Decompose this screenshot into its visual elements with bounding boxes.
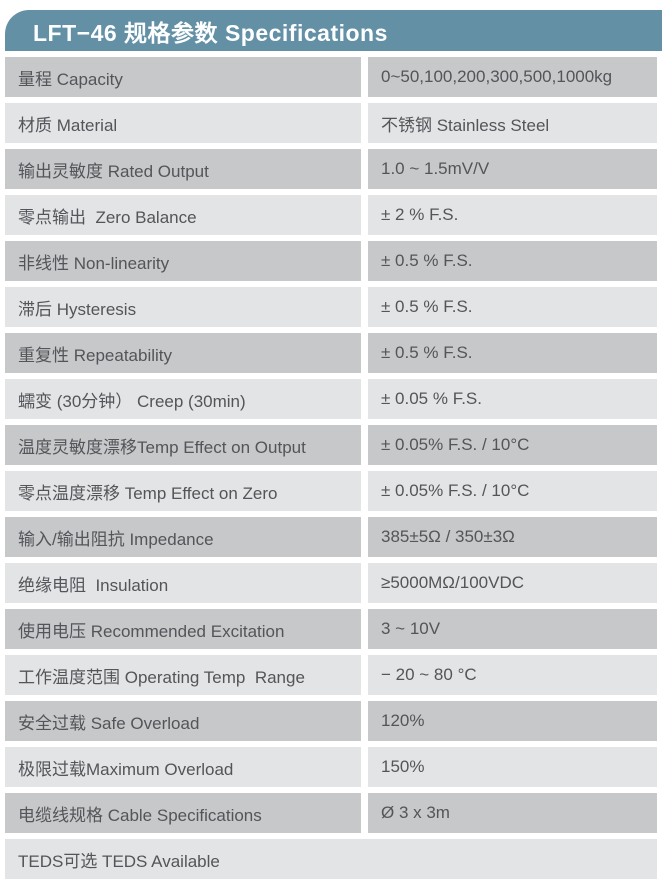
spec-value-cell: Ø 3 x 3m	[368, 793, 657, 833]
spec-value-cell: ± 0.5 % F.S.	[368, 241, 657, 281]
spec-label-cell: 蠕变 (30分钟） Creep (30min)	[5, 379, 361, 419]
spec-label-cell: 温度灵敏度漂移Temp Effect on Output	[5, 425, 361, 465]
spec-label-cell: 使用电压 Recommended Excitation	[5, 609, 361, 649]
page-title: LFT−46 规格参数 Specifications	[33, 19, 388, 46]
table-row: 零点温度漂移 Temp Effect on Zero ± 0.05% F.S. …	[5, 471, 657, 511]
table-row: TEDS可选 TEDS Available	[5, 839, 657, 879]
spec-label-cell: 非线性 Non-linearity	[5, 241, 361, 281]
spec-label-cell: 安全过载 Safe Overload	[5, 701, 361, 741]
spec-value-cell: ± 0.05% F.S. / 10°C	[368, 471, 657, 511]
table-row: 极限过载Maximum Overload 150%	[5, 747, 657, 787]
spec-value-cell: ± 2 % F.S.	[368, 195, 657, 235]
spec-table: 量程 Capacity 0~50,100,200,300,500,1000kg …	[5, 57, 657, 885]
spec-value-cell: ≥5000MΩ/100VDC	[368, 563, 657, 603]
spec-label-cell: 电缆线规格 Cable Specifications	[5, 793, 361, 833]
spec-label-cell: 输入/输出阻抗 Impedance	[5, 517, 361, 557]
table-row: 温度灵敏度漂移Temp Effect on Output ± 0.05% F.S…	[5, 425, 657, 465]
spec-value-cell: 不锈钢 Stainless Steel	[368, 103, 657, 143]
spec-value-cell: 3 ~ 10V	[368, 609, 657, 649]
table-row: 输出灵敏度 Rated Output 1.0 ~ 1.5mV/V	[5, 149, 657, 189]
table-row: 非线性 Non-linearity ± 0.5 % F.S.	[5, 241, 657, 281]
table-row: 输入/输出阻抗 Impedance 385±5Ω / 350±3Ω	[5, 517, 657, 557]
table-row: 量程 Capacity 0~50,100,200,300,500,1000kg	[5, 57, 657, 97]
spec-label-cell: 零点温度漂移 Temp Effect on Zero	[5, 471, 361, 511]
spec-value-cell: 150%	[368, 747, 657, 787]
header-bar: LFT−46 规格参数 Specifications	[5, 10, 662, 51]
spec-value-cell: 1.0 ~ 1.5mV/V	[368, 149, 657, 189]
spec-value-cell: ± 0.05 % F.S.	[368, 379, 657, 419]
spec-label-cell: 工作温度范围 Operating Temp Range	[5, 655, 361, 695]
spec-value-cell: ± 0.05% F.S. / 10°C	[368, 425, 657, 465]
table-row: 使用电压 Recommended Excitation 3 ~ 10V	[5, 609, 657, 649]
spec-label-cell: 绝缘电阻 Insulation	[5, 563, 361, 603]
table-row: 重复性 Repeatability ± 0.5 % F.S.	[5, 333, 657, 373]
spec-label-cell: 输出灵敏度 Rated Output	[5, 149, 361, 189]
spec-value-cell: − 20 ~ 80 °C	[368, 655, 657, 695]
spec-value-cell: 120%	[368, 701, 657, 741]
spec-label-cell: 重复性 Repeatability	[5, 333, 361, 373]
spec-label-cell: 极限过载Maximum Overload	[5, 747, 361, 787]
table-row: 安全过载 Safe Overload 120%	[5, 701, 657, 741]
spec-value-cell: ± 0.5 % F.S.	[368, 333, 657, 373]
spec-value-cell: ± 0.5 % F.S.	[368, 287, 657, 327]
spec-label-cell: 滞后 Hysteresis	[5, 287, 361, 327]
spec-value-cell: 0~50,100,200,300,500,1000kg	[368, 57, 657, 97]
table-row: 工作温度范围 Operating Temp Range − 20 ~ 80 °C	[5, 655, 657, 695]
table-row: 材质 Material 不锈钢 Stainless Steel	[5, 103, 657, 143]
spec-label-cell: 量程 Capacity	[5, 57, 361, 97]
table-row: 零点输出 Zero Balance ± 2 % F.S.	[5, 195, 657, 235]
spec-value-cell: 385±5Ω / 350±3Ω	[368, 517, 657, 557]
table-row: 绝缘电阻 Insulation ≥5000MΩ/100VDC	[5, 563, 657, 603]
table-row: 蠕变 (30分钟） Creep (30min) ± 0.05 % F.S.	[5, 379, 657, 419]
spec-label-cell: 零点输出 Zero Balance	[5, 195, 361, 235]
table-row: 电缆线规格 Cable Specifications Ø 3 x 3m	[5, 793, 657, 833]
spec-label-cell: TEDS可选 TEDS Available	[5, 839, 657, 879]
spec-label-cell: 材质 Material	[5, 103, 361, 143]
table-row: 滞后 Hysteresis ± 0.5 % F.S.	[5, 287, 657, 327]
